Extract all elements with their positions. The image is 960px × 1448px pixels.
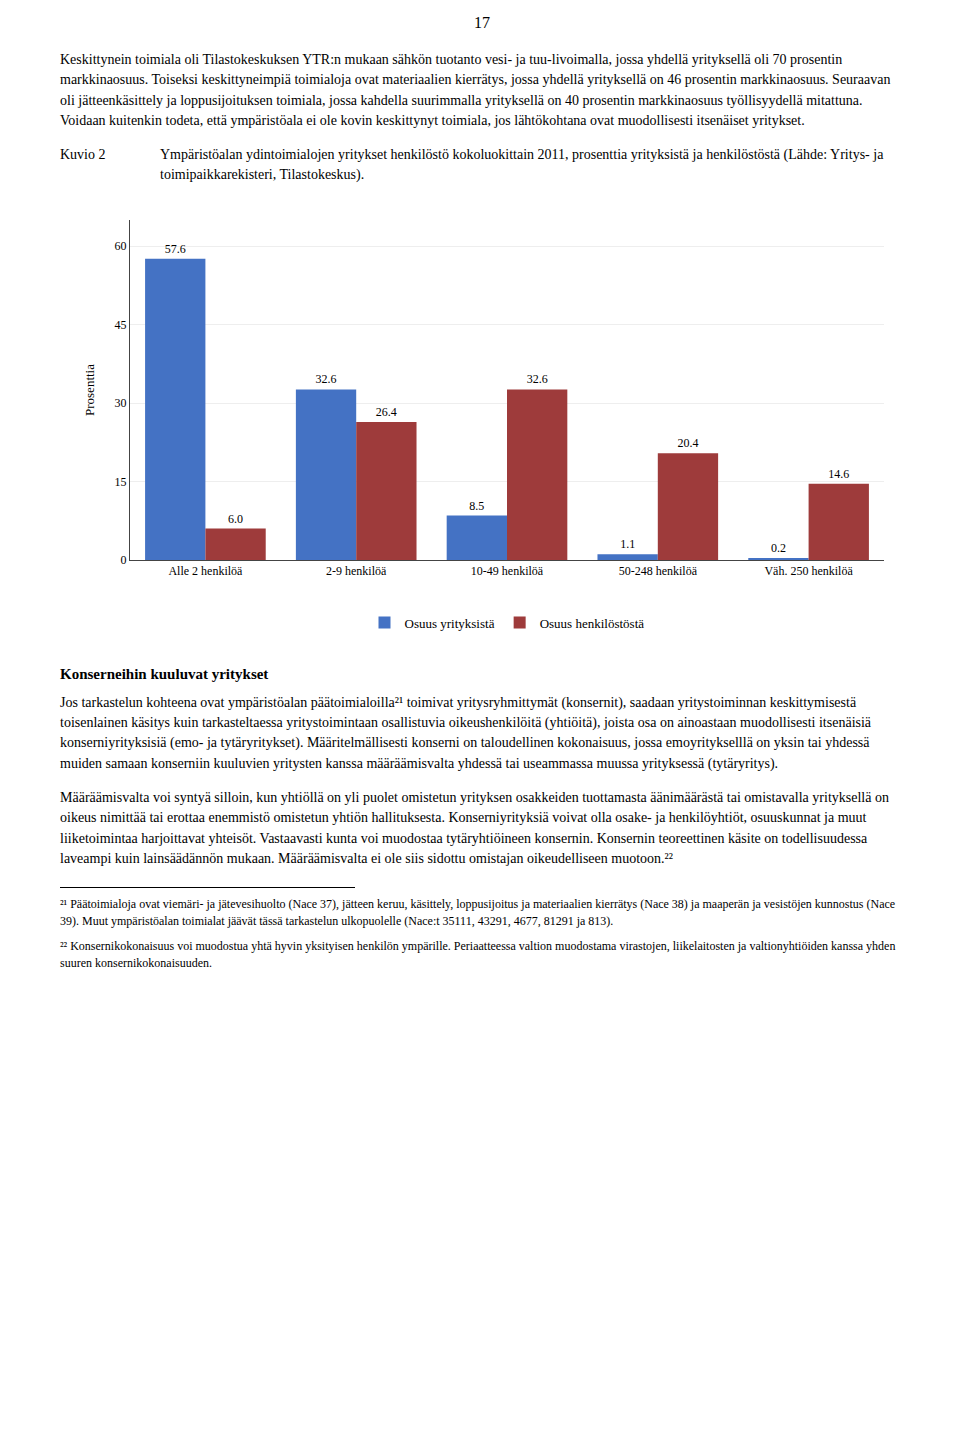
svg-text:0: 0	[121, 553, 127, 567]
svg-text:8.5: 8.5	[469, 498, 484, 512]
svg-text:Osuus henkilöstöstä: Osuus henkilöstöstä	[540, 615, 645, 630]
svg-text:Väh. 250 henkilöä: Väh. 250 henkilöä	[764, 564, 853, 578]
svg-text:50-248 henkilöä: 50-248 henkilöä	[619, 564, 698, 578]
svg-text:30: 30	[115, 396, 127, 410]
svg-text:Alle 2 henkilöä: Alle 2 henkilöä	[168, 564, 243, 578]
html-text:Keskittynein toimiala oli Tila: Keskittynein toimiala oli Tilastokeskuks…	[60, 52, 891, 128]
svg-text:Osuus yrityksistä: Osuus yrityksistä	[405, 615, 495, 630]
svg-text:15: 15	[115, 475, 127, 489]
svg-text:32.6: 32.6	[316, 372, 337, 386]
svg-text:6.0: 6.0	[228, 511, 243, 525]
html-text:17: 17	[474, 14, 490, 31]
svg-text:45: 45	[115, 318, 127, 332]
svg-text:2-9 henkilöä: 2-9 henkilöä	[326, 564, 387, 578]
svg-text:32.6: 32.6	[527, 372, 548, 386]
html-text:²² Konsernikokonaisuus voi muo: ²² Konsernikokonaisuus voi muodostua yht…	[60, 938, 896, 970]
html-text:Ympäristöalan ydintoimialojen: Ympäristöalan ydintoimialojen yritykset …	[160, 147, 884, 183]
svg-text:57.6: 57.6	[165, 241, 186, 255]
svg-text:1.1: 1.1	[620, 537, 635, 551]
svg-text:26.4: 26.4	[376, 405, 397, 419]
svg-text:20.4: 20.4	[677, 436, 698, 450]
html-text:²¹ Päätoimialoja ovat viemäri-: ²¹ Päätoimialoja ovat viemäri- ja jäteve…	[60, 897, 896, 928]
svg-text:14.6: 14.6	[828, 466, 849, 480]
html-text:Konserneihin kuuluvat yritykse: Konserneihin kuuluvat yritykset	[60, 665, 269, 682]
html-text:Kuvio 2: Kuvio 2	[60, 147, 106, 163]
svg-text:10-49 henkilöä: 10-49 henkilöä	[471, 564, 544, 578]
svg-text:60: 60	[115, 239, 127, 253]
svg-text:0.2: 0.2	[771, 541, 786, 555]
html-text:Määräämisvalta voi syntyä sill: Määräämisvalta voi syntyä silloin, kun y…	[60, 790, 889, 866]
svg-text:Prosenttia: Prosenttia	[82, 364, 97, 416]
html-text:Jos tarkastelun kohteena ovat: Jos tarkastelun kohteena ovat ympäristöa…	[60, 694, 872, 771]
